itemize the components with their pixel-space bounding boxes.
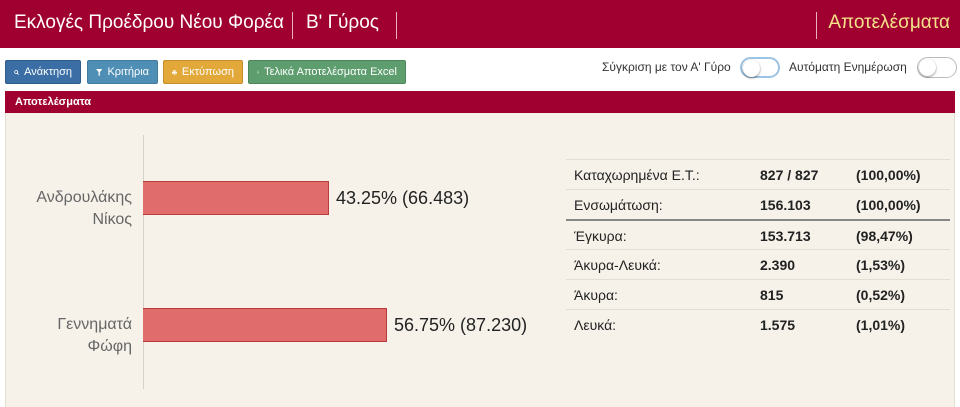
print-button-label: Εκτύπωση <box>181 66 234 78</box>
toggle-knob <box>919 59 936 76</box>
stat-value: 815 <box>760 287 784 303</box>
compare-first-round-toggle[interactable] <box>740 57 780 78</box>
stats-table: Καταχωρημένα Ε.Τ.: 827 / 827 (100,00%) Ενσω… <box>566 159 950 339</box>
stat-percent: (1,53%) <box>856 257 906 273</box>
panel-title: Αποτελέσματα <box>15 96 92 108</box>
stat-label: Άκυρα: <box>574 287 618 303</box>
stat-value: 2.390 <box>760 257 796 273</box>
stat-label: Έγκυρα: <box>574 228 627 244</box>
stat-percent: (0,52%) <box>856 287 906 303</box>
auto-update-label: Αυτόματη Ενημέρωση <box>789 60 907 74</box>
toggle-knob <box>743 60 760 77</box>
candidate-name-line: Νίκος <box>92 211 132 228</box>
search-icon <box>14 69 19 75</box>
filters-button-label: Κριτήρια <box>107 66 149 78</box>
stat-value: 153.713 <box>760 228 811 244</box>
refresh-button[interactable]: Ανάκτηση <box>5 60 81 84</box>
excel-file-icon <box>257 70 260 74</box>
print-icon <box>172 69 177 75</box>
stats-row: Καταχωρημένα Ε.Τ.: 827 / 827 (100,00%) <box>566 159 950 189</box>
toolbar: Ανάκτηση Κριτήρια Εκτύπωση Τελικά Αποτελ… <box>0 48 960 91</box>
bar-value-label: 56.75% (87.230) <box>394 315 528 335</box>
candidate-name: Ανδρουλάκης Νίκος <box>6 187 132 231</box>
refresh-button-label: Ανάκτηση <box>24 66 72 78</box>
navbar-divider <box>816 12 817 39</box>
stat-percent: (100,00%) <box>856 167 921 183</box>
candidate-name-line: Γεννηματά <box>57 316 132 333</box>
results-panel: Ανδρουλάκης Νίκος 43.25% (66.483) Γεννηματά… <box>5 113 955 407</box>
stat-value: 1.575 <box>760 317 796 333</box>
stats-row: Ενσωμάτωση: 156.103 (100,00%) <box>566 189 950 219</box>
stats-row: Άκυρα: 815 (0,52%) <box>566 279 950 309</box>
stat-label: Άκυρα-Λευκά: <box>574 257 661 273</box>
filters-button[interactable]: Κριτήρια <box>87 60 158 84</box>
excel-export-label: Τελικά Αποτελέσματα Excel <box>264 66 397 78</box>
stat-value: 827 / 827 <box>760 167 819 183</box>
round-label[interactable]: Β' Γύρος <box>306 12 379 33</box>
stat-percent: (1,01%) <box>856 317 906 333</box>
stats-row: Λευκά: 1.575 (1,01%) <box>566 309 950 339</box>
results-bar-chart: Ανδρουλάκης Νίκος 43.25% (66.483) Γεννηματά… <box>6 113 551 407</box>
stat-value: 156.103 <box>760 197 811 213</box>
top-navbar: Εκλογές Προέδρου Νέου Φορέα Β' Γύρος Απο… <box>0 0 960 48</box>
results-nav-link[interactable]: Αποτελέσματα <box>828 12 950 33</box>
compare-first-round-label: Σύγκριση με τον Α' Γύρο <box>602 60 731 74</box>
navbar-divider <box>292 12 293 39</box>
candidate-name-line: Φώφη <box>87 338 132 355</box>
candidate-name: Γεννηματά Φώφη <box>6 314 132 358</box>
bar-value-label: 43.25% (66.483) <box>336 188 470 208</box>
navbar-divider <box>396 12 397 39</box>
chart-axis <box>143 135 144 389</box>
result-bar[interactable] <box>143 181 329 215</box>
stat-label: Ενσωμάτωση: <box>574 197 663 213</box>
filter-icon <box>96 68 103 76</box>
stats-row: Άκυρα-Λευκά: 2.390 (1,53%) <box>566 249 950 279</box>
print-button[interactable]: Εκτύπωση <box>163 60 243 84</box>
result-bar[interactable] <box>143 308 387 342</box>
stat-percent: (100,00%) <box>856 197 921 213</box>
stats-row: Έγκυρα: 153.713 (98,47%) <box>566 219 950 249</box>
excel-export-button[interactable]: Τελικά Αποτελέσματα Excel <box>248 60 406 84</box>
candidate-name-line: Ανδρουλάκης <box>36 189 132 206</box>
stat-label: Λευκά: <box>574 317 617 333</box>
results-panel-header: Αποτελέσματα <box>5 91 955 113</box>
auto-update-toggle[interactable] <box>917 57 957 78</box>
stat-percent: (98,47%) <box>856 228 913 244</box>
stat-label: Καταχωρημένα Ε.Τ.: <box>574 167 700 183</box>
app-title[interactable]: Εκλογές Προέδρου Νέου Φορέα <box>14 12 284 33</box>
